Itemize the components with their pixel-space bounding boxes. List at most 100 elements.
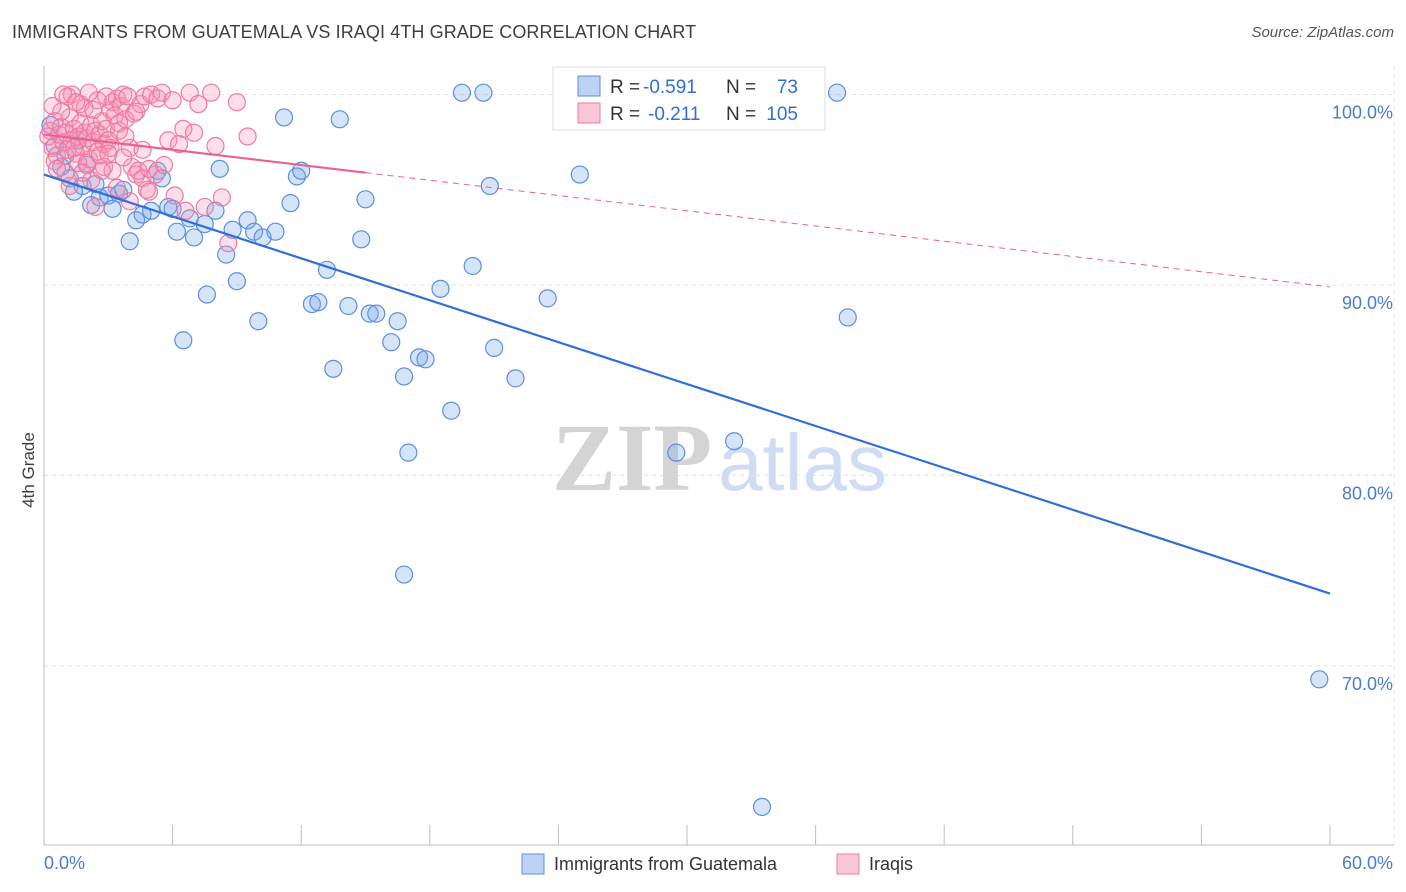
legend-swatch-guatemala — [577, 75, 601, 97]
guatemala-point-63 — [463, 256, 482, 276]
bottom-legend-swatch-iraqis — [836, 853, 860, 875]
guatemala-point-68 — [538, 289, 557, 308]
iraqis-point-52 — [163, 91, 182, 110]
guatemala-point-13 — [103, 199, 122, 218]
guatemala-point-47 — [324, 359, 343, 378]
bottom-legend-swatch-guatemala — [521, 853, 545, 875]
guatemala-point-66 — [485, 338, 504, 357]
legend-r-label-1: R = — [610, 77, 640, 98]
legend-n-label-2: N = — [726, 104, 756, 125]
iraqis-point-104 — [176, 201, 195, 220]
iraqis-point-94 — [67, 93, 86, 112]
y-tick-label-2: 90.0% — [1342, 293, 1393, 313]
guatemala-point-59 — [416, 350, 435, 369]
iraqis-point-96 — [79, 83, 99, 102]
guatemala-point-51 — [356, 190, 375, 209]
y-tick-label-1: 80.0% — [1342, 483, 1393, 503]
iraqis-point-78 — [127, 102, 146, 121]
guatemala-point-49 — [339, 296, 358, 316]
iraqis-point-86 — [97, 87, 116, 106]
iraqis-point-99 — [99, 144, 118, 163]
watermark: ZIP atlas — [552, 404, 887, 511]
iraqis-point-64 — [238, 127, 257, 146]
guatemala-point-32 — [217, 245, 236, 264]
x-tick-labels: 0.0% 60.0% — [44, 853, 1393, 873]
guatemala-point-16 — [120, 232, 139, 251]
guatemala-point-54 — [382, 333, 401, 352]
guatemala-point-55 — [388, 312, 407, 331]
legend-n-value-2: 105 — [766, 104, 798, 125]
guatemala-point-45 — [309, 293, 328, 312]
guatemala-point-62 — [452, 83, 472, 102]
guatemala-point-64 — [474, 83, 493, 102]
legend-box: R = -0.591 N = 73 R = -0.211 N = 105 — [552, 66, 826, 131]
series-iraqis-points — [39, 83, 257, 253]
guatemala-point-60 — [431, 279, 450, 298]
iraqis-point-9 — [58, 140, 77, 159]
iraqis-point-54 — [174, 119, 193, 138]
guatemala-point-24 — [167, 222, 186, 241]
iraqis-point-90 — [43, 96, 62, 116]
guatemala-point-74 — [838, 308, 857, 327]
guatemala-point-61 — [442, 401, 461, 420]
guatemala-point-31 — [210, 159, 229, 178]
bottom-legend-label-iraqis: Iraqis — [869, 854, 913, 874]
guatemala-point-39 — [266, 222, 285, 241]
guatemala-point-29 — [197, 285, 216, 304]
guatemala-point-50 — [352, 230, 371, 249]
trend-line-guatemala — [43, 173, 1331, 595]
guatemala-point-65 — [480, 176, 499, 196]
iraqis-point-56 — [184, 123, 204, 142]
guatemala-point-57 — [399, 443, 418, 462]
iraqis-point-79 — [133, 140, 152, 159]
guatemala-point-53 — [367, 304, 386, 323]
guatemala-point-69 — [570, 165, 589, 184]
iraqis-point-103 — [165, 186, 184, 205]
guatemala-point-25 — [174, 331, 193, 350]
axes — [43, 66, 1394, 846]
legend-r-label-2: R = — [610, 104, 640, 125]
iraqis-point-98 — [92, 161, 111, 180]
legend-r-value-2: -0.211 — [648, 104, 700, 125]
iraqis-point-65 — [45, 152, 64, 171]
legend-n-value-1: 73 — [777, 77, 798, 98]
iraqis-point-58 — [195, 197, 214, 217]
guatemala-point-44 — [302, 294, 322, 314]
guatemala-point-37 — [249, 312, 268, 331]
watermark-atlas: atlas — [718, 418, 887, 507]
guatemala-point-56 — [394, 367, 414, 386]
trend-lines — [43, 133, 1331, 595]
guatemala-point-27 — [184, 228, 204, 247]
y-tick-label-3: 100.0% — [1332, 103, 1393, 123]
iraqis-point-100 — [139, 182, 159, 201]
iraqis-point-76 — [114, 148, 133, 167]
iraqis-point-84 — [84, 100, 103, 119]
guatemala-point-40 — [274, 108, 294, 127]
chart-source: Source: ZipAtlas.com — [1251, 24, 1394, 41]
iraqis-point-102 — [154, 155, 174, 175]
iraqis-point-95 — [73, 163, 92, 182]
series-guatemala-points — [41, 83, 1329, 817]
guatemala-point-72 — [752, 797, 772, 817]
series-legend: Immigrants from Guatemala Iraqis — [521, 853, 913, 875]
iraqis-point-75 — [107, 178, 126, 197]
trend-line-iraqis-solid — [43, 133, 366, 174]
guatemala-point-70 — [667, 443, 686, 462]
guatemala-point-67 — [506, 369, 525, 388]
guatemala-point-34 — [227, 272, 246, 291]
guatemala-point-35 — [238, 211, 257, 230]
iraqis-point-97 — [86, 197, 105, 217]
watermark-zip: ZIP — [552, 404, 712, 511]
y-axis-title: 4th Grade — [19, 432, 38, 508]
guatemala-point-71 — [725, 432, 744, 451]
x-tick-label-start: 0.0% — [44, 853, 85, 873]
legend-swatch-iraqis — [577, 102, 601, 124]
iraqis-point-77 — [120, 192, 139, 211]
guatemala-point-52 — [360, 304, 379, 323]
guatemala-point-76 — [1310, 670, 1329, 689]
legend-r-value-1: -0.591 — [643, 77, 697, 98]
x-tick-label-end: 60.0% — [1342, 853, 1393, 873]
iraqis-point-59 — [202, 83, 221, 102]
guatemala-point-75 — [394, 565, 414, 584]
